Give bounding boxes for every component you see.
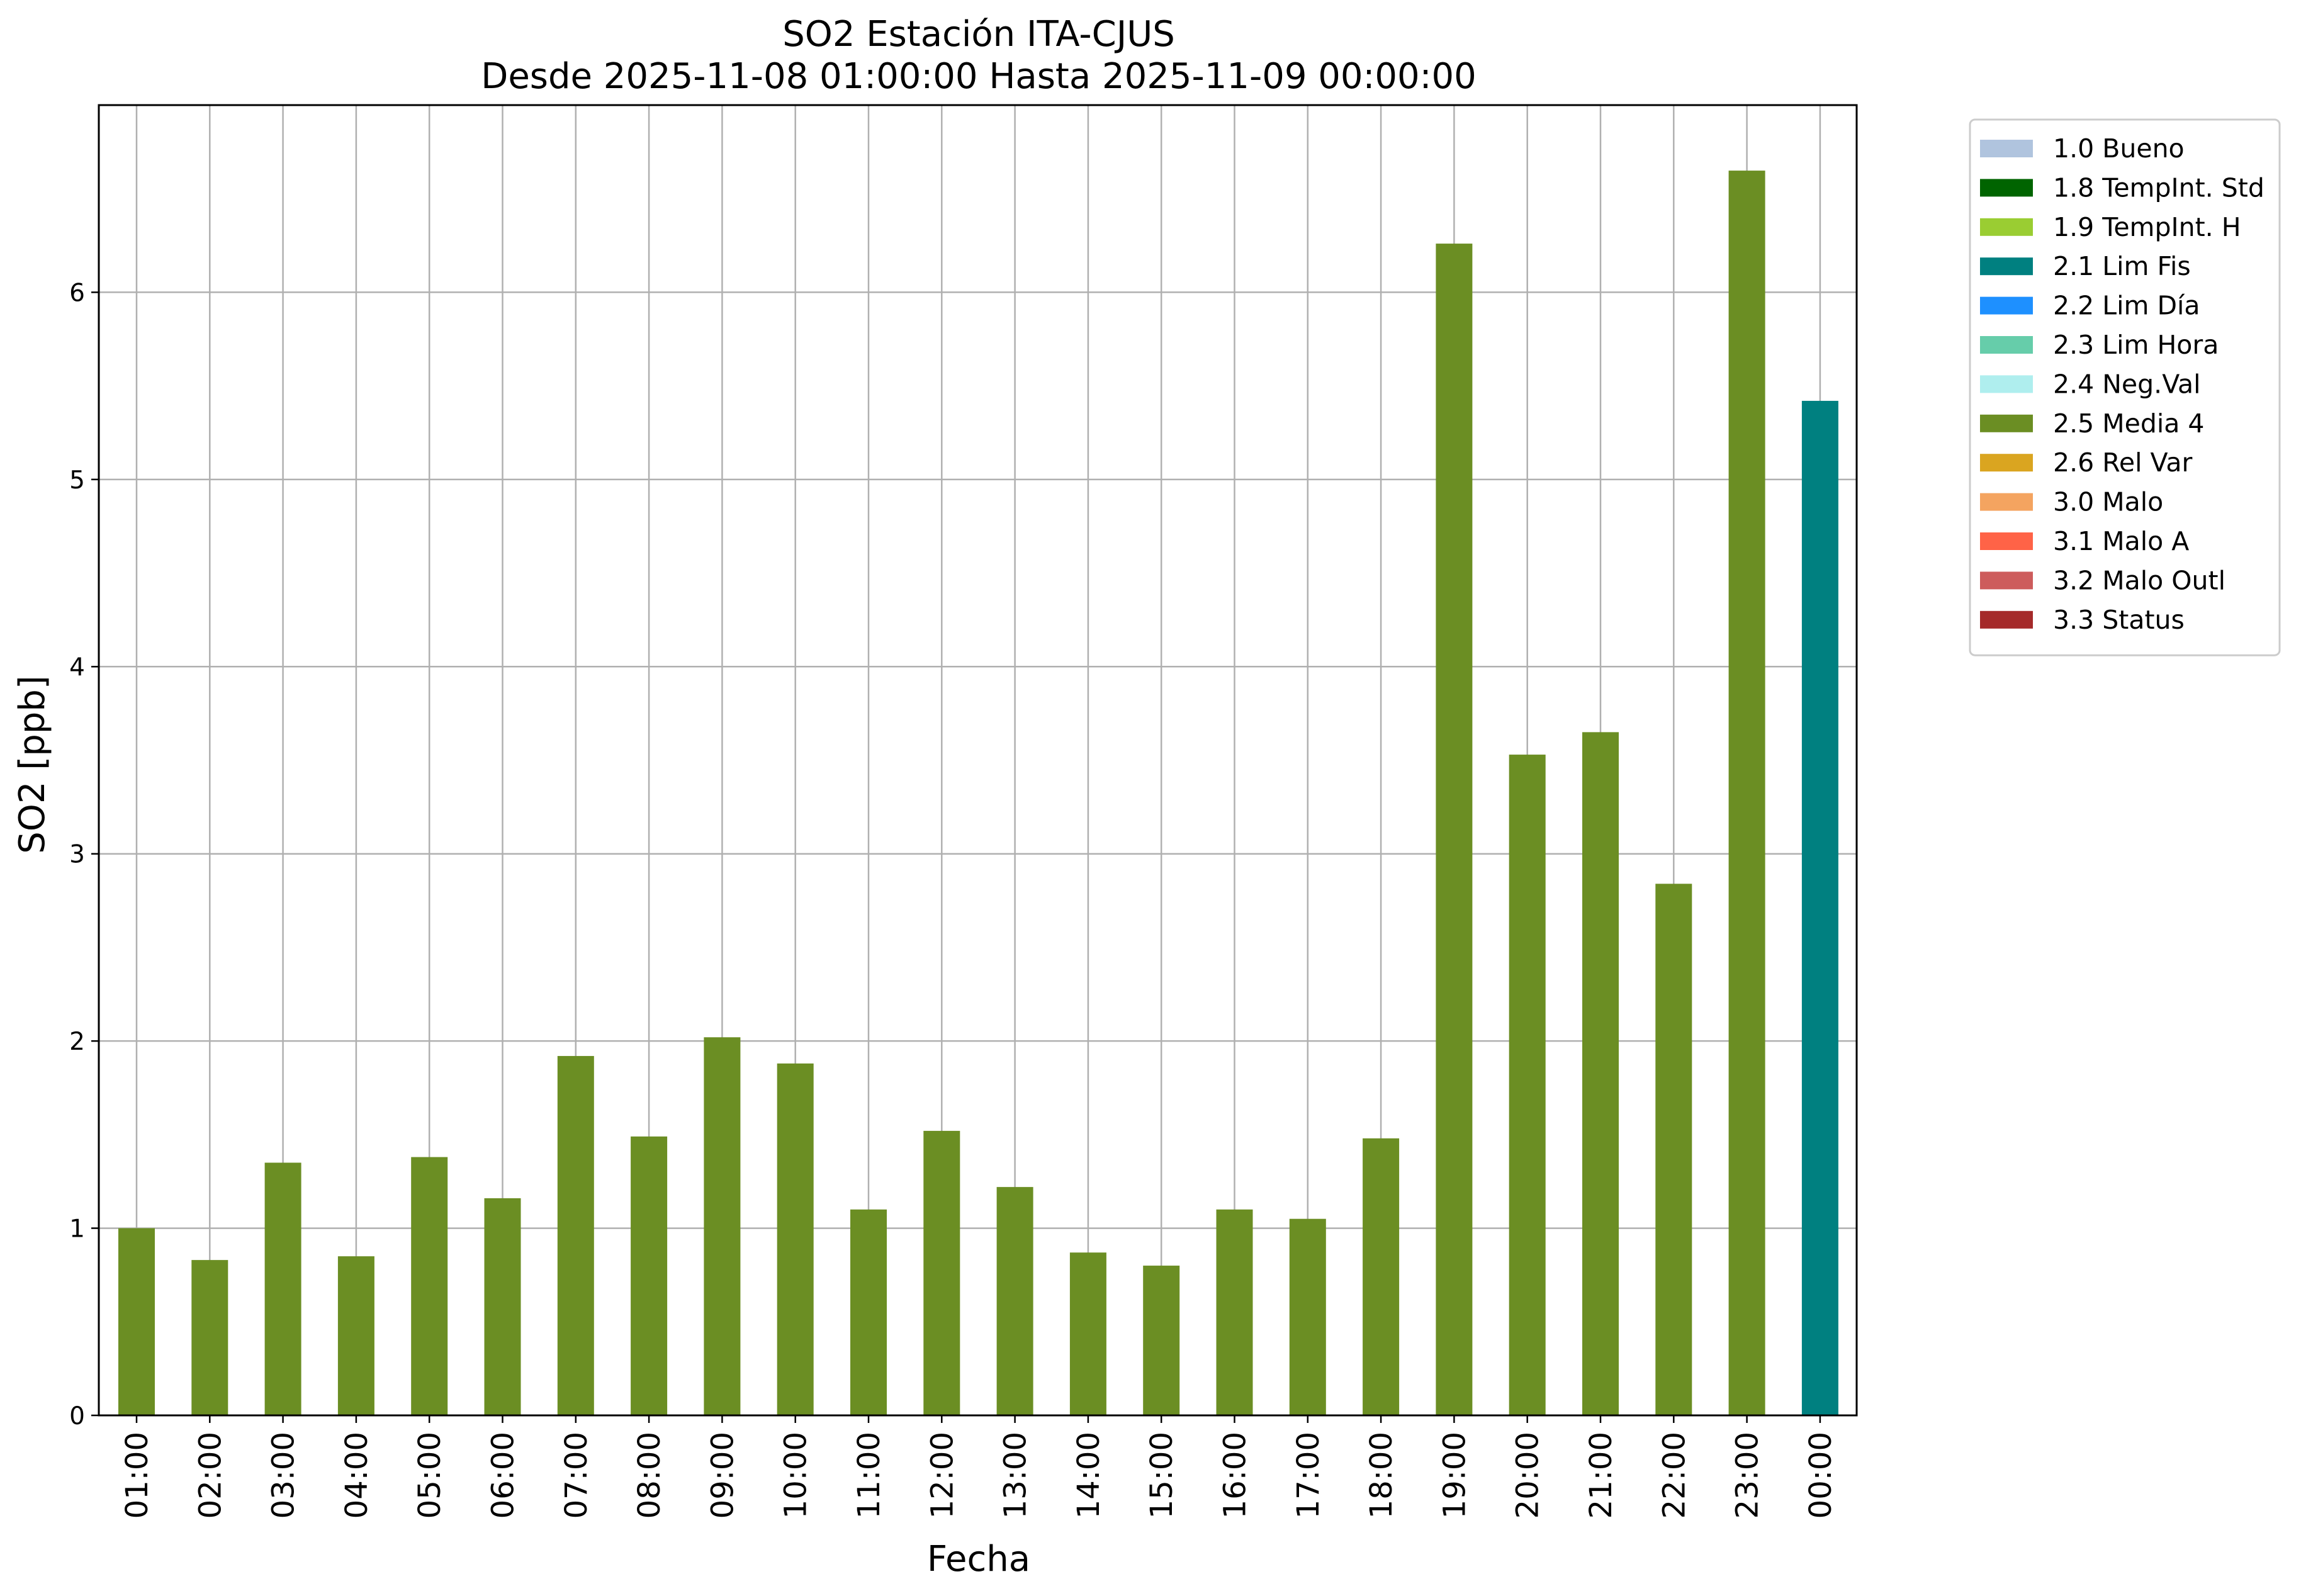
legend-swatch [1980,257,2033,276]
x-tick-label: 00:00 [1803,1432,1838,1519]
chart-title: SO2 Estación ITA-CJUS [782,14,1175,55]
bar-0300 [264,1162,301,1415]
bar-0800 [631,1136,668,1415]
bar-0900 [704,1037,741,1415]
chart-subtitle: Desde 2025-11-08 01:00:00 Hasta 2025-11-… [481,56,1477,97]
x-tick-label: 06:00 [486,1432,521,1519]
bar-1100 [850,1209,887,1415]
bar-0700 [557,1055,594,1415]
legend-swatch [1980,610,2033,629]
bar-1500 [1143,1266,1180,1415]
legend-box [1969,118,2281,656]
x-tick-label: 18:00 [1364,1432,1399,1519]
bar-0200 [191,1260,228,1415]
bar-0600 [484,1198,521,1415]
legend-label: 1.0 Bueno [2053,133,2185,164]
legend-swatch [1980,375,2033,393]
y-tick-label: 5 [69,466,85,495]
x-tick-label: 13:00 [998,1432,1033,1519]
y-tick-label: 3 [69,841,85,869]
x-tick-label: 19:00 [1437,1432,1472,1519]
bar-1300 [996,1187,1033,1415]
x-tick-label: 21:00 [1584,1432,1619,1519]
bar-1600 [1216,1209,1253,1415]
x-tick-label: 04:00 [339,1432,374,1519]
bar-1400 [1069,1252,1106,1415]
x-tick-label: 02:00 [193,1432,228,1519]
y-axis-label: SO2 [ppb] [12,675,53,853]
y-tick-label: 6 [69,279,85,307]
y-tick-label: 2 [69,1028,85,1056]
plot-area-frame [98,104,1858,1417]
x-tick-label: 08:00 [632,1432,667,1519]
legend-label: 3.3 Status [2053,605,2185,635]
x-tick-label: 10:00 [779,1432,814,1519]
x-tick-label: 14:00 [1071,1432,1106,1519]
legend-swatch [1980,140,2033,157]
bar-2000 [1509,755,1546,1415]
legend-swatch [1980,532,2033,550]
bar-2300 [1728,171,1765,1416]
x-tick-label: 22:00 [1657,1432,1692,1519]
bar-1800 [1363,1138,1400,1415]
x-tick-label: 12:00 [925,1432,960,1519]
legend-label: 2.1 Lim Fis [2053,251,2191,281]
legend-swatch [1980,296,2033,315]
legend-swatch [1980,493,2033,511]
y-axis-ticks: 0 1 2 3 4 5 6 [69,279,99,1430]
x-axis-ticks: 01:00 02:00 03:00 04:00 05:00 06:00 07:00 08:00… [120,1415,1838,1519]
y-tick-label: 0 [69,1402,85,1430]
x-tick-label: 09:00 [705,1432,740,1519]
legend-label: 3.0 Malo [2053,487,2163,517]
x-tick-label: 05:00 [412,1432,447,1519]
legend-swatch [1980,218,2033,236]
legend-label: 2.6 Rel Var [2053,447,2193,478]
legend-swatch [1980,179,2033,197]
bar-1200 [923,1130,960,1415]
legend-label: 2.2 Lim Día [2053,291,2200,321]
legend-label: 1.8 TempInt. Std [2053,172,2264,203]
x-tick-label: 11:00 [852,1432,887,1519]
legend-label: 2.3 Lim Hora [2053,330,2219,360]
bar-2100 [1582,732,1619,1415]
x-tick-label: 16:00 [1218,1432,1253,1519]
bar-0500 [411,1157,448,1415]
bars [118,171,1838,1416]
legend-swatch [1980,571,2033,590]
bar-0000 [1801,400,1838,1415]
bar-1900 [1436,244,1473,1415]
y-tick-label: 4 [69,653,85,682]
legend-label: 1.9 TempInt. H [2053,212,2241,242]
x-tick-label: 07:00 [559,1432,594,1519]
bar-0400 [337,1256,374,1415]
x-tick-label: 03:00 [266,1432,301,1519]
legend-swatch [1980,414,2033,432]
x-tick-label: 01:00 [120,1432,155,1519]
legend: 1.0 Bueno 1.8 TempInt. Std 1.9 TempInt. H 2… [1969,118,2281,656]
legend-label: 2.5 Media 4 [2053,408,2205,439]
x-tick-label: 15:00 [1144,1432,1179,1519]
y-tick-label: 1 [69,1215,85,1244]
x-tick-label: 17:00 [1291,1432,1326,1519]
legend-swatch [1980,454,2033,472]
legend-label: 3.1 Malo A [2053,526,2189,556]
bar-0100 [118,1228,155,1415]
x-tick-label: 23:00 [1730,1432,1765,1519]
legend-swatch [1980,336,2033,354]
x-tick-label: 20:00 [1511,1432,1546,1519]
bar-1000 [777,1063,814,1415]
bar-1700 [1289,1218,1326,1415]
legend-label: 3.2 Malo Outl [2053,565,2225,595]
legend-label: 2.4 Neg.Val [2053,369,2201,399]
x-axis-label: Fecha [927,1539,1030,1580]
bar-2200 [1655,884,1692,1415]
